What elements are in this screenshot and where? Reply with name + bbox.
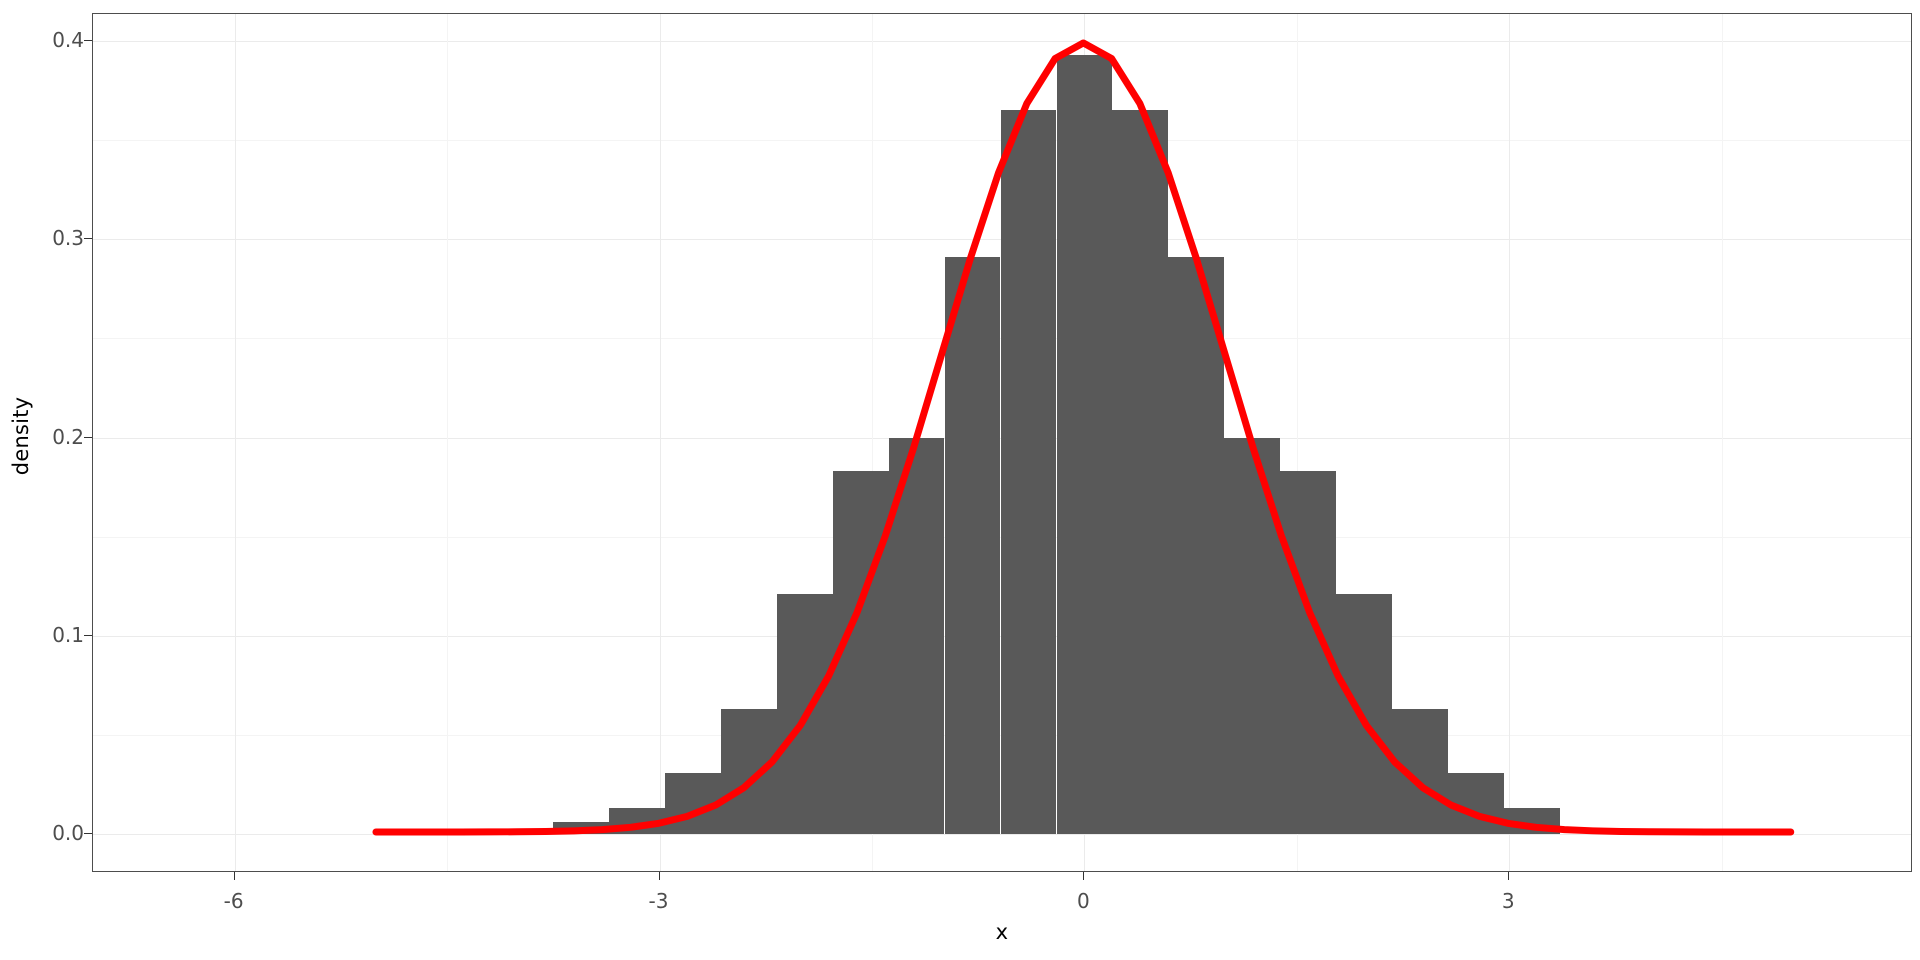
gridline-major-horizontal [93, 41, 1911, 42]
y-axis-title: density [6, 0, 36, 872]
histogram-bar [1056, 54, 1113, 834]
y-axis-tick-label: 0.3 [52, 226, 84, 251]
histogram-bar [1112, 110, 1169, 834]
gridline-major-vertical [659, 14, 661, 871]
x-axis-tick-label: 3 [1501, 889, 1515, 913]
gridline-minor-vertical [872, 14, 873, 871]
gridline-minor-vertical [447, 14, 449, 871]
histogram-bar [720, 709, 777, 834]
y-axis-tick-label: 0.0 [52, 820, 84, 845]
y-axis-tick-label: 0.4 [52, 28, 84, 52]
y-axis-tick-label: 0.1 [52, 622, 84, 647]
x-axis-tick-mark [658, 872, 660, 880]
x-axis-title: x [995, 920, 1009, 944]
y-axis-tick-label: 0.2 [52, 424, 84, 449]
y-axis-tick-mark [84, 832, 92, 834]
gridline-minor-vertical [1721, 14, 1723, 871]
x-axis-tick-mark [1083, 872, 1085, 880]
x-axis-tick-label: -3 [648, 889, 669, 913]
histogram-bar [1000, 110, 1057, 834]
histogram-bar [1448, 772, 1504, 834]
y-axis-tick-mark [84, 40, 92, 41]
normal-density-curve [372, 39, 1795, 836]
density-curve-layer [372, 39, 1795, 836]
y-axis-title-text: density [9, 396, 33, 476]
gridline-major-vertical [234, 14, 236, 871]
y-axis-tick-mark [84, 238, 92, 240]
gridline-minor-vertical [1296, 14, 1298, 871]
plot-panel [92, 13, 1912, 872]
x-axis-tick-mark [1508, 872, 1510, 880]
histogram-bar [944, 257, 1001, 834]
x-axis-tick-mark [233, 872, 235, 880]
histogram-bar [1168, 257, 1225, 834]
gridline-major-vertical [1509, 14, 1511, 871]
y-axis-tick-mark [84, 436, 92, 438]
gridline-major-horizontal [93, 833, 1911, 835]
x-axis-tick-label: -6 [223, 889, 244, 913]
x-axis-tick-label: 0 [1077, 889, 1090, 913]
y-axis-tick-mark [84, 634, 92, 636]
histogram-bar [1336, 594, 1393, 834]
